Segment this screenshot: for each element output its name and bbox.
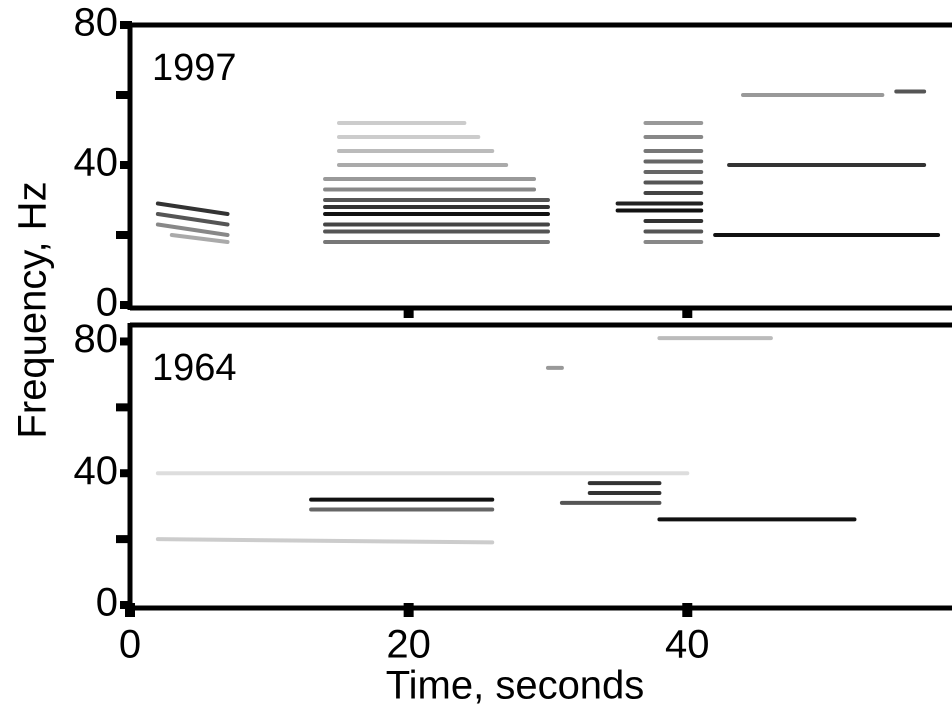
y-tick-label: 40 [74,449,119,493]
x-tick-label: 40 [665,623,710,667]
y-tick [120,301,132,309]
y-minor-tick [116,231,128,239]
spectral-trace [169,233,230,244]
spectral-trace [155,212,230,227]
y-tick-label: 40 [74,141,119,185]
x-tick-label: 0 [119,623,141,667]
spectral-trace [155,222,230,237]
y-minor-tick [116,535,128,544]
y-tick [120,161,132,169]
y-tick-label: 80 [74,317,119,361]
panel-label: 1964 [152,347,237,389]
x-tick [403,603,414,617]
y-minor-tick [116,91,128,99]
y-axis-label: Frequency, Hz [11,181,55,438]
panel-label: 1997 [152,47,237,89]
spectral-trace [155,201,230,216]
y-minor-tick [116,403,128,412]
y-tick [120,469,132,478]
y-tick-label: 0 [96,281,118,325]
x-tick [682,603,693,617]
spectral-trace [155,537,495,545]
y-tick-label: 0 [96,581,118,625]
x-axis-label: Time, seconds [386,664,645,708]
x-tick-label: 20 [386,623,431,667]
y-tick [120,337,132,346]
y-tick-label: 80 [74,1,119,45]
y-tick [120,21,132,29]
x-tick [403,308,414,318]
x-tick [125,603,135,617]
x-tick [682,308,693,318]
